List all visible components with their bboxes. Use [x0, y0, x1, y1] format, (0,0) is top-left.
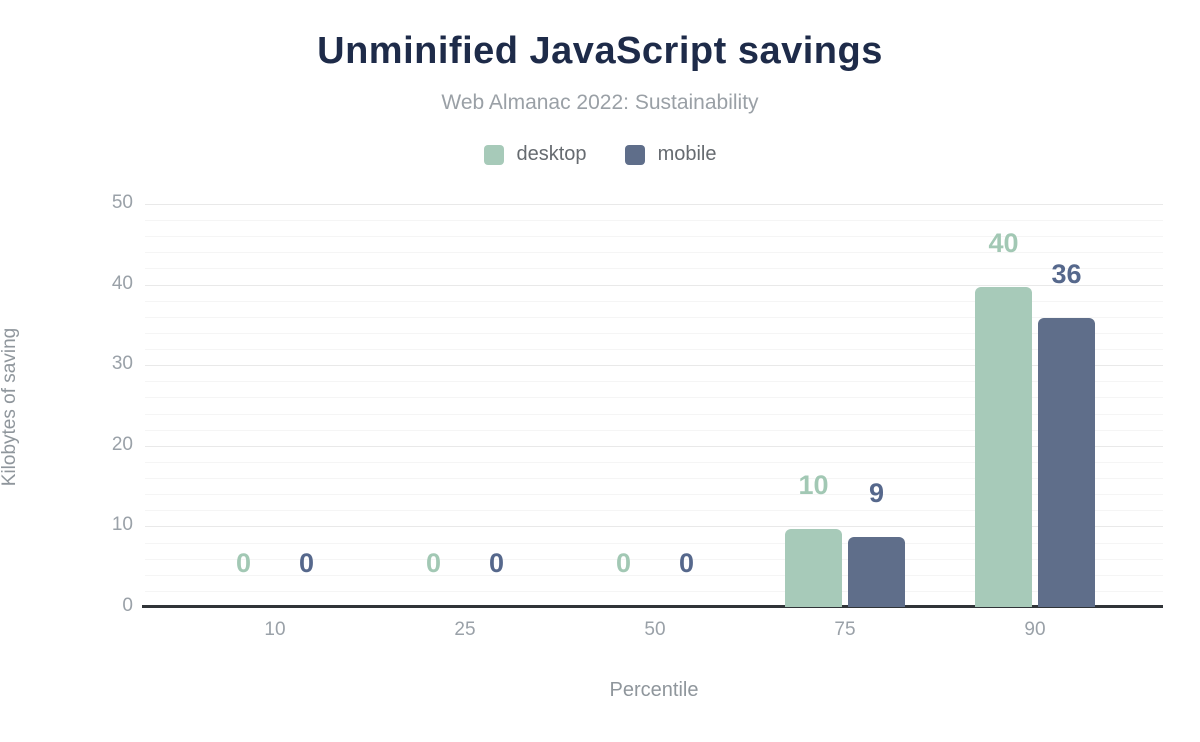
legend: desktop mobile	[0, 143, 1200, 166]
bar-desktop-p75[interactable]	[785, 528, 842, 607]
legend-label-desktop: desktop	[516, 143, 587, 165]
gridline-minor	[145, 542, 1163, 544]
gridline-major	[145, 526, 1163, 528]
bar-value-label-mobile-p50: 0	[678, 548, 695, 578]
y-axis-title: Kilobytes of saving	[0, 327, 20, 487]
gridline-minor	[145, 349, 1163, 351]
bar-value-label-desktop-p25: 0	[425, 548, 442, 578]
x-axis-baseline	[142, 605, 1163, 608]
bar-value-label-mobile-p75: 9	[868, 477, 885, 508]
bar-mobile-p90[interactable]	[1038, 318, 1095, 607]
gridline-major	[145, 284, 1163, 286]
bar-value-label-mobile-p90: 36	[1051, 259, 1082, 290]
x-tick-label: 50	[644, 619, 666, 640]
bar-value-label-mobile-p25: 0	[488, 548, 505, 578]
bar-value-label-desktop-p50: 0	[615, 548, 632, 578]
gridline-major	[145, 445, 1163, 447]
gridline-major	[145, 365, 1163, 367]
bar-value-label-desktop-p90: 40	[988, 228, 1019, 259]
gridline-minor	[145, 220, 1163, 222]
gridline-minor	[145, 397, 1163, 399]
bar-desktop-p90[interactable]	[975, 287, 1032, 607]
x-tick-label: 25	[454, 619, 476, 640]
chart-title: Unminified JavaScript savings	[317, 30, 883, 72]
gridline-minor	[145, 413, 1163, 415]
gridline-minor	[145, 461, 1163, 463]
gridline-minor	[145, 429, 1163, 431]
y-tick-label: 30	[111, 353, 133, 375]
gridline-minor	[145, 316, 1163, 318]
legend-swatch-mobile-icon	[624, 144, 645, 165]
gridline-minor	[145, 590, 1163, 592]
y-tick-label: 0	[122, 595, 133, 616]
legend-swatch-desktop-icon	[483, 144, 504, 165]
x-axis-title: Percentile	[609, 679, 699, 701]
y-tick-label: 50	[111, 192, 133, 213]
gridline-minor	[145, 300, 1163, 302]
y-tick-label: 40	[111, 272, 133, 294]
gridline-minor	[145, 252, 1163, 254]
gridline-minor	[145, 494, 1163, 496]
x-tick-label: 75	[834, 619, 856, 640]
gridline-minor	[145, 381, 1163, 383]
legend-label-mobile: mobile	[657, 143, 717, 165]
legend-item-mobile[interactable]: mobile	[624, 143, 717, 166]
bar-value-label-mobile-p10: 0	[298, 548, 315, 578]
gridline-minor	[145, 558, 1163, 560]
gridline-minor	[145, 236, 1163, 238]
gridline-minor	[145, 332, 1163, 334]
bar-value-label-desktop-p75: 10	[798, 469, 829, 500]
plot-area: 0 0 0 0 0 0 10 9 40 36	[142, 204, 1163, 608]
gridline-minor	[145, 268, 1163, 270]
bar-mobile-p75[interactable]	[848, 536, 905, 607]
legend-item-desktop[interactable]: desktop	[483, 143, 587, 166]
x-tick-label: 10	[264, 619, 286, 640]
y-tick-label: 20	[111, 433, 133, 455]
chart-subtitle: Web Almanac 2022: Sustainability	[441, 91, 759, 114]
gridline-major	[145, 204, 1163, 205]
x-tick-label: 90	[1024, 619, 1046, 640]
gridline-minor	[145, 574, 1163, 576]
y-tick-label: 10	[111, 514, 133, 536]
gridline-minor	[145, 510, 1163, 512]
bar-value-label-desktop-p10: 0	[235, 548, 252, 578]
gridline-minor	[145, 478, 1163, 480]
